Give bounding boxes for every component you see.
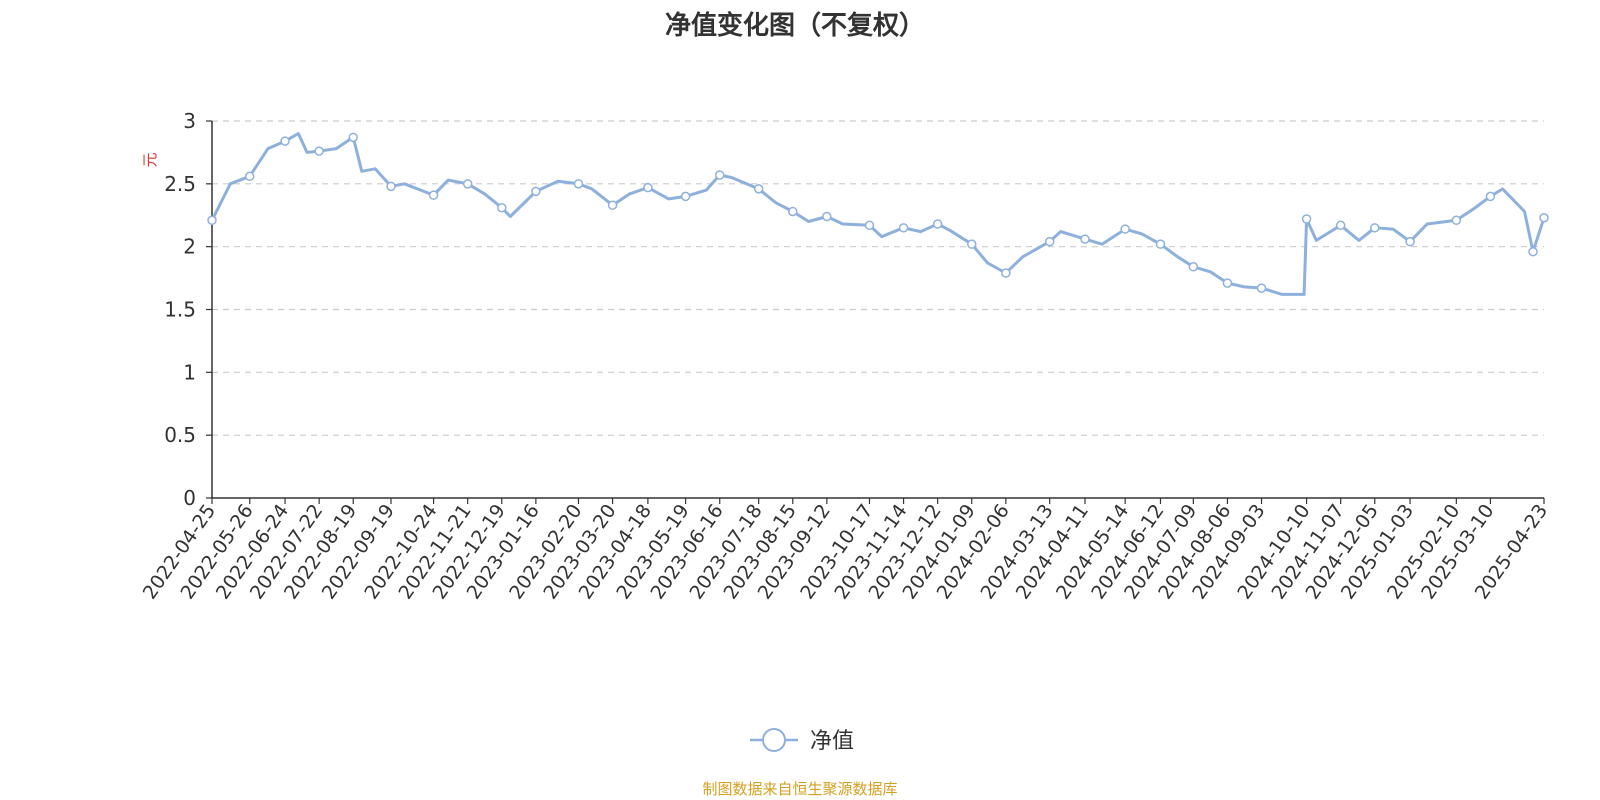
data-point xyxy=(1485,191,1496,202)
data-point xyxy=(1001,268,1011,278)
data-point xyxy=(1405,236,1415,247)
data-point xyxy=(1080,234,1090,244)
y-tick-label: 2 xyxy=(183,235,196,259)
data-point xyxy=(314,146,324,156)
data-point xyxy=(280,136,290,146)
data-point xyxy=(428,190,439,200)
y-tick-label: 0 xyxy=(183,486,196,510)
series-nav xyxy=(207,132,1549,296)
data-point xyxy=(1539,213,1549,223)
data-point xyxy=(864,220,875,231)
data-point xyxy=(822,211,832,222)
y-axis-unit: 元 xyxy=(141,152,159,167)
data-point xyxy=(1120,224,1130,234)
data-point xyxy=(1301,214,1312,224)
data-point xyxy=(497,202,507,213)
data-point xyxy=(1370,223,1380,233)
y-tick-label: 1 xyxy=(183,360,196,384)
data-point xyxy=(932,219,943,229)
data-point xyxy=(244,171,255,182)
legend-circle-icon xyxy=(762,728,786,752)
data-point xyxy=(573,179,584,189)
y-tick-label: 3 xyxy=(183,109,196,133)
legend-label: 净值 xyxy=(810,729,854,754)
y-tick-label: 2.5 xyxy=(164,172,196,196)
data-point xyxy=(207,215,217,226)
data-point xyxy=(531,186,541,197)
data-point xyxy=(462,179,473,189)
data-point xyxy=(967,239,977,249)
data-point xyxy=(1222,278,1233,288)
grid-lines xyxy=(212,120,1544,436)
data-point xyxy=(788,206,798,217)
data-point xyxy=(714,170,725,180)
data-point xyxy=(1451,215,1462,226)
data-point xyxy=(643,182,653,193)
x-axis: 2022-04-252022-05-262022-06-242022-07-22… xyxy=(139,497,1552,603)
y-tick-label: 0.5 xyxy=(164,423,196,447)
data-point xyxy=(680,191,691,202)
data-point xyxy=(1188,262,1199,272)
data-point xyxy=(1528,246,1538,257)
data-point xyxy=(1335,220,1346,231)
legend[interactable]: 净值 xyxy=(750,728,854,754)
data-point xyxy=(1155,239,1166,249)
chart-title: 净值变化图（不复权） xyxy=(665,10,925,41)
data-point xyxy=(1256,283,1267,293)
data-point xyxy=(898,223,909,233)
y-axis: 0 0.5 1 1.5 2 2.5 3 xyxy=(164,109,213,510)
y-tick-label: 1.5 xyxy=(164,298,196,322)
data-point xyxy=(607,200,618,210)
series-line xyxy=(210,132,1546,296)
data-point xyxy=(386,181,396,192)
data-point xyxy=(348,132,358,143)
data-source-note: 制图数据来自恒生聚源数据库 xyxy=(702,780,897,798)
data-point xyxy=(753,184,764,194)
data-point xyxy=(1044,236,1055,247)
